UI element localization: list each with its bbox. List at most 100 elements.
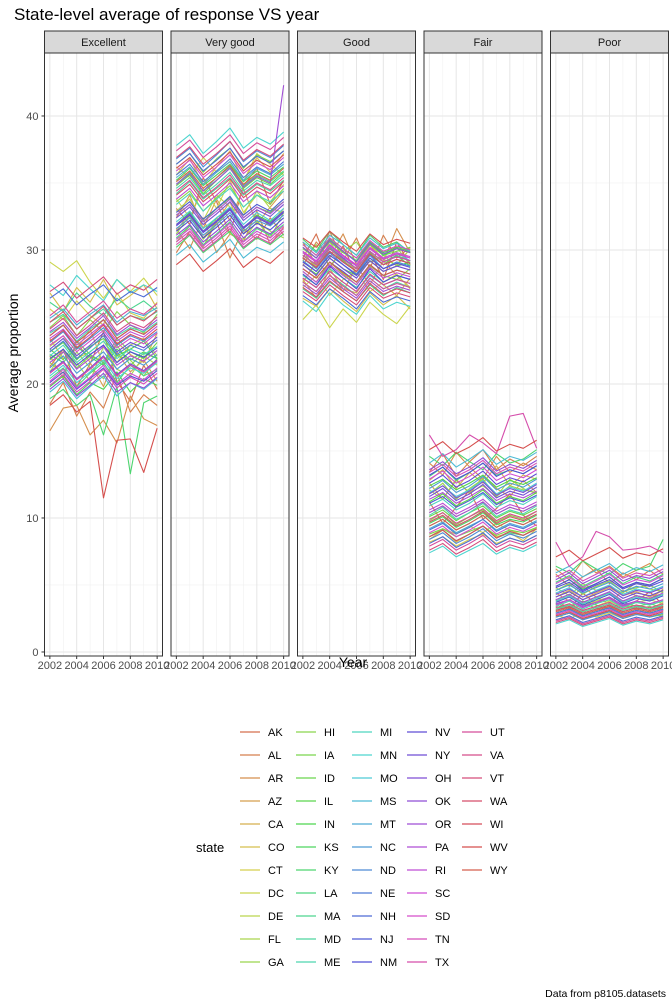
x-tick-label: 2008: [624, 660, 648, 672]
legend-label: MD: [324, 934, 341, 946]
series-line-wv: [429, 437, 537, 455]
series-line-mi: [555, 592, 664, 605]
legend-label: MN: [380, 750, 397, 762]
series-line-mo: [555, 584, 664, 598]
caption: Data from p8105.datasets: [545, 988, 666, 1000]
series-line-nj: [555, 593, 664, 606]
y-tick-label: 40: [26, 111, 38, 123]
legend-item-nj: NJ: [352, 934, 393, 946]
legend-item-mi: MI: [352, 727, 392, 739]
legend: state AK AL AR AZ CA CO CT DC DE FL GA HI IA ID IL IN KS K…: [196, 727, 508, 969]
series-line-nc: [176, 211, 284, 236]
series-line-wi: [555, 609, 664, 620]
legend-label: NE: [380, 888, 395, 900]
y-tick-label: 30: [26, 245, 38, 257]
series-line-sc: [429, 466, 537, 484]
series-line-ok: [555, 569, 664, 585]
series-line-tx: [428, 412, 538, 457]
series-line-sd: [176, 154, 285, 179]
legend-item-va: VA: [462, 750, 505, 762]
x-tick-label: 2004: [444, 660, 468, 672]
legend-label: MS: [380, 796, 397, 808]
series-line-ut: [555, 615, 664, 625]
legend-label: GA: [268, 957, 285, 969]
x-tick-label: 2004: [570, 660, 594, 672]
x-tick-label: 2002: [291, 660, 315, 672]
series-line-me: [429, 502, 537, 520]
series-line-mi: [176, 187, 284, 212]
legend-label: MA: [324, 911, 341, 923]
legend-item-ma: MA: [296, 911, 341, 923]
legend-item-ak: AK: [240, 727, 283, 739]
series-line-tn: [302, 237, 411, 259]
x-tick-label: 2010: [398, 660, 422, 672]
series-line-mt: [176, 160, 284, 185]
series-line-nd: [49, 327, 158, 350]
series-line-nc: [429, 475, 537, 494]
series-line-sc: [49, 364, 158, 389]
series-line-wi: [429, 525, 537, 542]
series-line-il: [49, 337, 158, 361]
series-line-wy: [49, 319, 158, 343]
series-line-va: [176, 174, 285, 199]
series-line-sd: [302, 245, 411, 267]
legend-label: VT: [490, 773, 504, 785]
series-line-in: [429, 474, 537, 491]
legend-label: KY: [324, 865, 339, 877]
series-line-vt: [49, 276, 158, 299]
legend-item-ok: OK: [407, 796, 452, 808]
legend-item-hi: HI: [296, 727, 335, 739]
series-line-md: [49, 308, 158, 330]
legend-item-tx: TX: [407, 957, 450, 969]
series-line-ri: [49, 323, 158, 346]
series-line-wa: [429, 510, 537, 527]
legend-item-mo: MO: [352, 773, 398, 785]
series-line-wv: [555, 546, 664, 562]
x-tick-label: 2010: [651, 660, 672, 672]
series-line-nd: [429, 528, 537, 544]
series-line-nm: [429, 462, 537, 480]
series-line-wv: [176, 248, 285, 272]
x-tick-label: 2010: [145, 660, 169, 672]
series-line-ok: [429, 457, 537, 475]
series-line-ok: [302, 240, 411, 263]
series-line-ar: [49, 395, 158, 444]
series-line-ri: [176, 182, 285, 207]
series-line-nm: [49, 344, 158, 366]
series-line-al: [49, 372, 158, 417]
legend-item-or: OR: [407, 819, 452, 831]
legend-item-il: IL: [296, 796, 333, 808]
x-tick-label: 2004: [191, 660, 215, 672]
y-axis-title: Average proportion: [5, 294, 21, 413]
series-line-ms: [176, 238, 284, 263]
legend-item-vt: VT: [462, 773, 504, 785]
series-line-wa: [49, 305, 158, 330]
series-line-ny: [302, 257, 411, 279]
legend-label: WA: [490, 796, 508, 808]
series-line-va: [555, 601, 664, 611]
facet-strip-label: Fair: [474, 37, 493, 49]
series-line-ut: [302, 274, 411, 297]
legend-label: CT: [268, 865, 283, 877]
series-line-mt: [49, 304, 158, 326]
x-axis-title: Year: [339, 654, 368, 670]
legend-item-ny: NY: [407, 750, 451, 762]
series-line-wy: [555, 605, 664, 616]
series-line-tx: [555, 530, 664, 567]
legend-item-co: CO: [240, 842, 285, 854]
series-line-sd: [49, 329, 158, 353]
legend-item-ga: GA: [240, 957, 285, 969]
legend-label: NH: [380, 911, 396, 923]
legend-label: SD: [435, 911, 450, 923]
legend-label: IN: [324, 819, 335, 831]
series-line-sc: [302, 244, 411, 266]
series-line-ok: [49, 372, 158, 397]
legend-label: KS: [324, 842, 339, 854]
series-line-ga: [429, 478, 537, 500]
legend-item-nc: NC: [352, 842, 396, 854]
x-tick-label: 2004: [317, 660, 341, 672]
facet-strip-label: Very good: [205, 37, 255, 49]
series-line-oh: [429, 481, 537, 499]
